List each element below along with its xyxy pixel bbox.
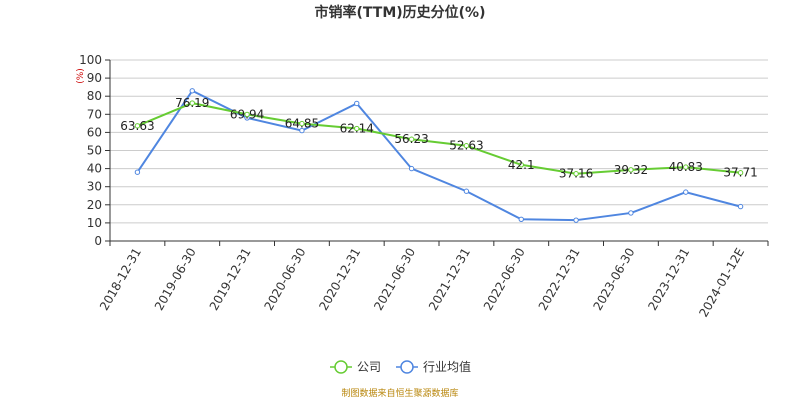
data-point	[134, 123, 141, 129]
y-tick-label: 70	[87, 107, 102, 121]
data-point	[244, 111, 250, 118]
data-point	[737, 170, 744, 176]
data-point	[189, 100, 195, 106]
y-tick-label: 20	[87, 198, 102, 212]
data-point	[573, 217, 579, 223]
data-point	[189, 88, 195, 94]
y-tick-label: 100	[79, 53, 102, 67]
data-point	[408, 165, 415, 172]
x-tick-label: 2024-01-12E	[696, 246, 747, 320]
x-tick-label: 2020-12-31	[316, 246, 363, 313]
x-tick-label: 2020-06-30	[262, 246, 309, 313]
series-layer	[134, 88, 744, 223]
data-point	[299, 127, 305, 134]
data-point	[518, 216, 524, 222]
data-point	[299, 120, 305, 127]
data-point	[134, 169, 141, 175]
y-tick-label: 60	[87, 125, 102, 139]
data-point	[518, 162, 524, 168]
data-label: 52.63	[449, 139, 483, 153]
y-tick-label: 50	[87, 144, 102, 158]
data-point	[628, 167, 634, 173]
data-point	[408, 136, 415, 142]
data-label: 42.1	[508, 158, 535, 172]
x-tick-label: 2019-12-31	[207, 245, 254, 312]
x-tick-label: 2023-12-31	[645, 246, 692, 313]
data-label: 64.85	[285, 117, 319, 131]
legend[interactable]: 公司 行业均值	[330, 359, 471, 374]
data-point	[573, 171, 579, 177]
x-tick-label: 2023-06-30	[591, 246, 638, 313]
y-tick-label: 80	[87, 89, 102, 103]
x-tick-label: 2019-06-30	[152, 246, 199, 313]
y-tick-label: 30	[87, 180, 102, 194]
data-label: 69.94	[230, 107, 264, 121]
data-label: 56.23	[394, 132, 428, 146]
y-tick-label: 90	[87, 71, 102, 85]
source-note: 制图数据来自恒生聚源数据库	[341, 387, 458, 399]
x-tick-label: 2021-12-31	[426, 245, 473, 312]
legend-swatch-marker[interactable]	[334, 360, 348, 374]
data-label: 62.14	[340, 122, 374, 136]
x-tick-label: 2022-12-31	[536, 246, 583, 313]
x-tick-label: 2018-12-31	[97, 246, 144, 313]
legend-label[interactable]: 行业均值	[423, 359, 471, 374]
data-point	[737, 203, 744, 210]
data-point	[628, 210, 634, 216]
data-point	[683, 189, 689, 195]
y-tick-label: 0	[94, 234, 102, 248]
grid-lines	[110, 59, 768, 242]
data-point	[354, 125, 360, 132]
data-point	[463, 143, 470, 149]
data-label: 40.83	[669, 160, 703, 174]
legend-label[interactable]: 公司	[357, 360, 381, 374]
chart-title: 市销率(TTM)历史分位(%)	[315, 4, 486, 21]
data-labels: 63.63 76.19 69.94 64.85 62.14 56.23 52.63 42.1 3…	[120, 96, 758, 181]
data-label: 37.16	[559, 167, 593, 181]
data-label: 76.19	[175, 96, 209, 110]
y-axis-unit: (%)	[76, 68, 86, 84]
x-tick-label: 2022-06-30	[481, 246, 528, 313]
data-point	[683, 164, 689, 170]
data-point	[354, 100, 360, 107]
legend-swatch-marker[interactable]	[400, 360, 414, 374]
series-line	[137, 102, 741, 175]
x-tick-label: 2021-06-30	[371, 246, 418, 313]
y-tick-label: 10	[87, 216, 102, 230]
y-tick-label: 40	[87, 162, 102, 176]
data-label: 63.63	[120, 119, 154, 133]
data-label: 39.32	[614, 163, 648, 177]
data-label: 37.71	[723, 166, 757, 180]
data-point	[463, 188, 470, 194]
